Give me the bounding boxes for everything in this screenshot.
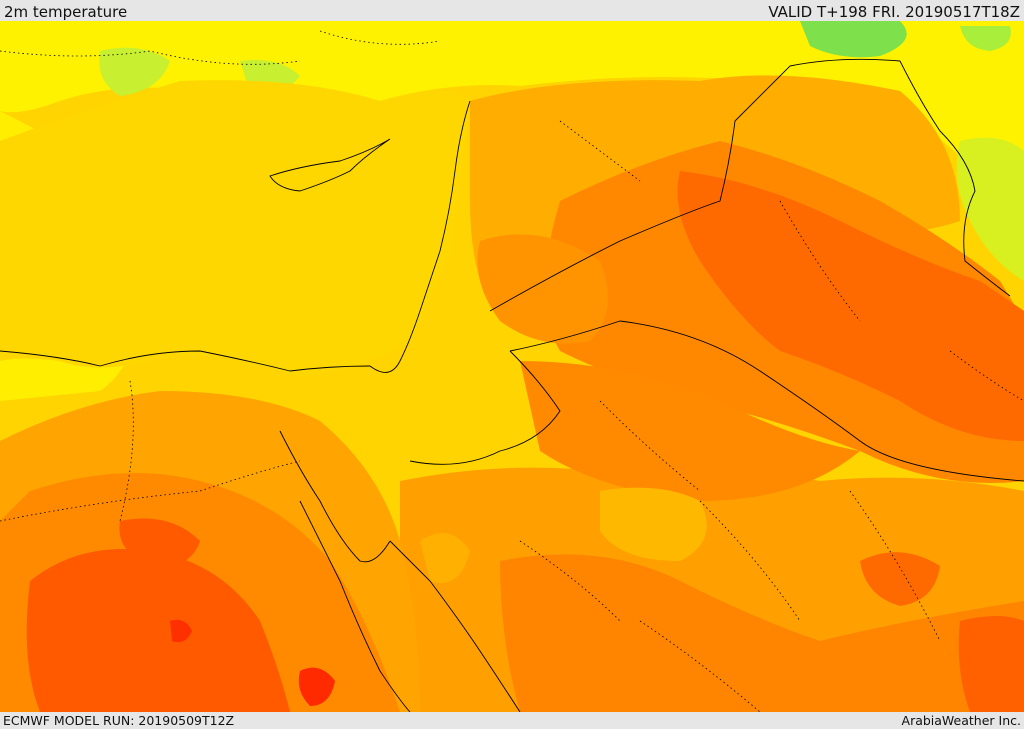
orange-syria bbox=[477, 234, 608, 344]
hot-egypt-2 bbox=[119, 518, 200, 567]
cyprus-outline bbox=[269, 138, 391, 192]
orange-arabia-south bbox=[500, 554, 1024, 712]
egypt-coast bbox=[0, 350, 371, 372]
hot-iraq bbox=[677, 171, 1024, 441]
iran-border bbox=[899, 60, 1011, 297]
gold-patch-1 bbox=[600, 487, 707, 561]
header-bar: 2m temperature VALID T+198 FRI. 20190517… bbox=[0, 0, 1024, 21]
cool-patch-east bbox=[956, 137, 1024, 281]
saudi-iraq-border bbox=[509, 320, 1024, 482]
orange-saudi bbox=[520, 361, 860, 501]
hot-spot-2 bbox=[170, 619, 192, 643]
footer-bar: ECMWF MODEL RUN: 20190509T12Z ArabiaWeat… bbox=[0, 712, 1024, 729]
temperature-map[interactable] bbox=[0, 21, 1024, 712]
valid-time: VALID T+198 FRI. 20190517T18Z bbox=[768, 3, 1020, 21]
hot-arabia bbox=[860, 552, 940, 606]
province-borders bbox=[0, 30, 1024, 712]
levant-coast bbox=[369, 100, 471, 373]
hot-spot-1 bbox=[298, 667, 335, 706]
map-canvas bbox=[0, 21, 1024, 712]
credit-label: ArabiaWeather Inc. bbox=[901, 713, 1021, 728]
saudi-jordan-border bbox=[409, 350, 561, 465]
red-sea-west bbox=[299, 500, 411, 712]
iraq-border bbox=[489, 58, 901, 312]
coolest-patch bbox=[800, 21, 907, 58]
cool-patch-2 bbox=[960, 26, 1011, 51]
coastlines bbox=[0, 58, 1024, 712]
hot-arabia-2 bbox=[958, 616, 1024, 712]
mediterranean bbox=[0, 80, 470, 376]
model-run-label: ECMWF MODEL RUN: 20190509T12Z bbox=[3, 713, 235, 728]
cool-patch-3 bbox=[99, 47, 170, 96]
red-sea-east bbox=[389, 540, 521, 712]
gold-patch-2 bbox=[420, 533, 470, 583]
map-title: 2m temperature bbox=[4, 3, 128, 21]
gulf-of-suez bbox=[279, 430, 391, 563]
hot-egypt bbox=[26, 549, 291, 712]
